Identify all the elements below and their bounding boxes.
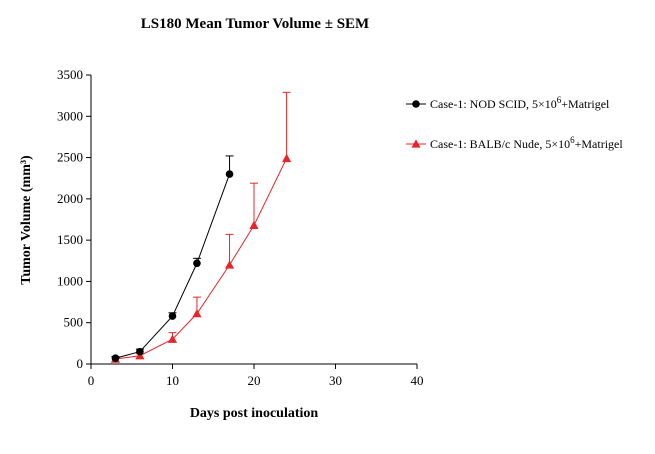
y-tick-label: 2000 (57, 191, 83, 206)
series-line (115, 173, 231, 359)
data-point (168, 312, 177, 320)
data-point (282, 153, 292, 163)
data-point (111, 354, 120, 363)
x-tick-label: 40 (411, 373, 424, 388)
y-tick-label: 3000 (57, 108, 83, 123)
data-point (193, 259, 201, 268)
legend-item-1: Case-1: NOD SCID, 5×106+Matrigel (406, 95, 610, 111)
y-tick-label: 0 (77, 356, 84, 371)
error-bar (282, 91, 291, 159)
y-tick-label: 1500 (57, 232, 83, 247)
y-tick-label: 3500 (57, 67, 83, 82)
data-point (167, 334, 178, 343)
data-point (136, 347, 144, 356)
x-tick-label: 0 (88, 373, 95, 388)
legend-label: Case-1: BALB/c Nude, 5×106+Matrigel (430, 135, 623, 151)
y-axis-label: Tumor Volume (mm³) (19, 155, 34, 285)
data-point (192, 309, 202, 318)
data-point (225, 170, 234, 178)
y-tick-label: 2500 (57, 150, 83, 165)
legend: Case-1: NOD SCID, 5×106+Matrigel Case-1: … (406, 95, 623, 151)
error-bar (225, 233, 234, 265)
series-2 (110, 91, 292, 363)
legend-item-2: Case-1: BALB/c Nude, 5×106+Matrigel (406, 135, 623, 151)
x-tick-label: 20 (248, 373, 261, 388)
data-point (224, 260, 235, 269)
data-point (249, 220, 259, 229)
y-tick-label: 500 (64, 315, 84, 330)
x-tick-label: 30 (329, 373, 342, 388)
series-1 (111, 155, 234, 363)
legend-marker (411, 139, 421, 148)
chart-title: LS180 Mean Tumor Volume ± SEM (141, 16, 369, 32)
axes: 0 500 1000 1500 2000 2500 3000 3500 0 10 20 30 40 (57, 67, 424, 388)
error-bar (250, 182, 258, 226)
legend-marker (412, 100, 420, 108)
series-line (115, 158, 288, 360)
x-tick-label: 10 (166, 373, 179, 388)
y-tick-label: 1000 (57, 273, 83, 288)
legend-label: Case-1: NOD SCID, 5×106+Matrigel (430, 95, 610, 111)
x-axis-label: Days post inoculation (190, 406, 319, 421)
series-layer (110, 91, 292, 363)
